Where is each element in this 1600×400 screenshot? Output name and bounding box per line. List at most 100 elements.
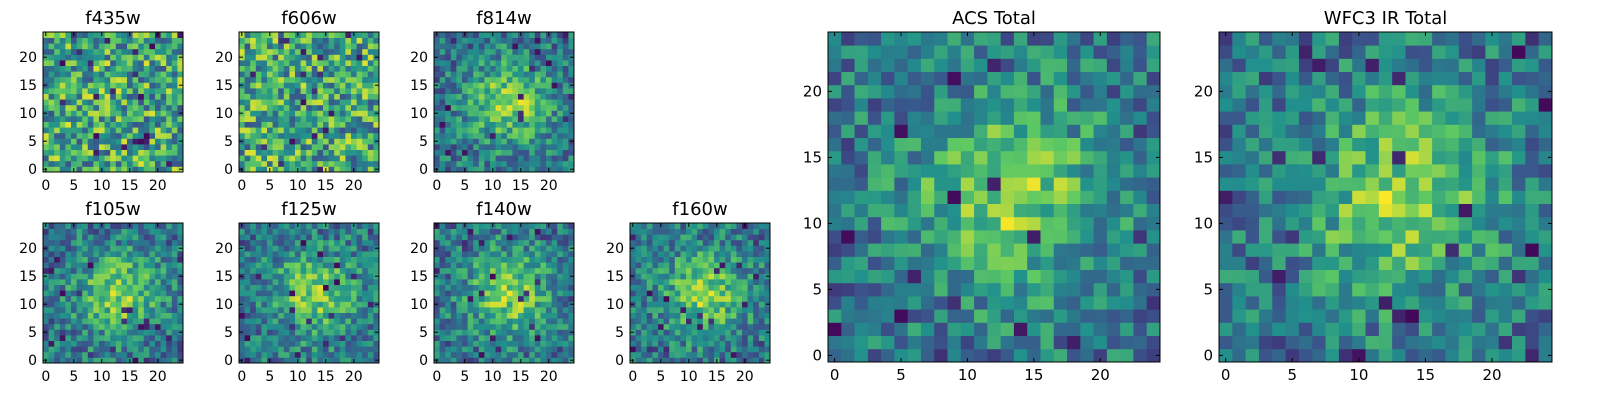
heatmap-cell (828, 203, 842, 218)
heatmap-cell (450, 144, 457, 150)
heatmap-cell (367, 262, 374, 269)
heatmap-cell (339, 295, 346, 302)
heatmap-cell (518, 290, 524, 297)
heatmap-cell (138, 307, 145, 313)
heatmap-cell (149, 60, 156, 66)
heatmap-cell (764, 256, 771, 263)
heatmap-cell (546, 149, 552, 156)
heatmap-cell (714, 312, 720, 319)
heatmap-cell (127, 284, 133, 291)
heatmap-cell (663, 273, 670, 280)
heatmap-cell (1027, 282, 1041, 297)
heatmap-cell (295, 155, 301, 162)
heatmap-cell (65, 144, 72, 150)
heatmap-cell (881, 243, 895, 257)
heatmap-cell (171, 166, 178, 173)
heatmap-cell (450, 290, 457, 297)
heatmap-cell (334, 71, 341, 78)
heatmap-cell (1000, 216, 1015, 231)
heatmap-cell (177, 104, 184, 111)
heatmap-cell (445, 104, 452, 111)
heatmap-cell (456, 121, 463, 128)
heatmap-cell (652, 340, 659, 347)
heatmap-cell (635, 228, 642, 235)
x-tick-label: 5 (265, 369, 274, 385)
heatmap-cell (121, 295, 128, 302)
heatmap-cell (149, 48, 156, 55)
heatmap-cell (462, 262, 468, 269)
heatmap-cell (115, 160, 122, 167)
heatmap-cell (568, 60, 575, 66)
heatmap-cell (306, 76, 313, 83)
heatmap-cell (484, 284, 491, 291)
heatmap-cell (725, 301, 732, 308)
heatmap-cell (306, 60, 313, 66)
heatmap-cell (764, 223, 771, 229)
heatmap-cell (261, 335, 268, 341)
heatmap-cell (334, 262, 341, 269)
heatmap-cell (987, 164, 1002, 178)
heatmap-cell (311, 110, 318, 117)
heatmap-cell (987, 296, 1002, 310)
heatmap-cell (697, 312, 704, 319)
heatmap-cell (334, 256, 341, 263)
heatmap-cell (351, 127, 357, 134)
heatmap-cell (48, 346, 55, 353)
heatmap-cell (568, 234, 575, 241)
heatmap-cell (529, 346, 536, 353)
heatmap-cell (1080, 190, 1094, 204)
heatmap-cell (1106, 190, 1121, 204)
heatmap-cell (255, 284, 262, 291)
heatmap-cell (467, 273, 474, 280)
heatmap-cell (894, 216, 909, 231)
heatmap-cell (59, 273, 66, 280)
heatmap-cell (484, 166, 491, 173)
heatmap-cell (562, 307, 569, 313)
heatmap-cell (311, 228, 318, 235)
heatmap-cell (272, 160, 279, 167)
heatmap-cell (171, 279, 178, 285)
heatmap-cell (841, 150, 855, 165)
heatmap-cell (518, 312, 524, 319)
heatmap-cell (540, 295, 547, 302)
heatmap-cell (669, 351, 676, 358)
heatmap-cell (149, 99, 156, 106)
heatmap-cell (445, 307, 452, 313)
heatmap-cell (278, 155, 285, 162)
heatmap-cell (841, 256, 855, 270)
heatmap-cell (719, 284, 726, 291)
heatmap-cell (328, 234, 335, 241)
heatmap-cell (1000, 177, 1015, 191)
heatmap-cell (1067, 348, 1081, 363)
heatmap-cell (255, 234, 262, 241)
heatmap-cell (747, 357, 754, 364)
heatmap-cell (65, 127, 72, 134)
heatmap-cell (828, 282, 842, 297)
heatmap-cell (334, 290, 341, 297)
heatmap-cell (132, 138, 139, 145)
heatmap-cell (1080, 243, 1094, 257)
heatmap-cell (467, 32, 474, 38)
heatmap-cell (523, 48, 530, 55)
heatmap-cell (473, 166, 480, 173)
x-tick-label: 0 (628, 369, 637, 385)
heatmap-cell (841, 203, 855, 218)
x-tick-label: 20 (736, 369, 754, 385)
heatmap-cell (317, 121, 324, 128)
heatmap-cell (484, 340, 491, 347)
heatmap-cell (138, 357, 145, 364)
heatmap-cell (362, 43, 369, 50)
heatmap-cell (295, 273, 301, 280)
heatmap-cell (127, 48, 133, 55)
heatmap-cell (719, 256, 726, 263)
heatmap-cell (501, 132, 508, 139)
heatmap-cell (646, 290, 653, 297)
heatmap-cell (244, 267, 251, 274)
heatmap-cell (267, 48, 273, 55)
heatmap-cell (725, 357, 732, 364)
heatmap-cell (155, 323, 161, 330)
heatmap-cell (143, 127, 150, 134)
heatmap-cell (551, 329, 558, 336)
heatmap-cell (295, 262, 301, 269)
heatmap-cell (467, 318, 474, 325)
